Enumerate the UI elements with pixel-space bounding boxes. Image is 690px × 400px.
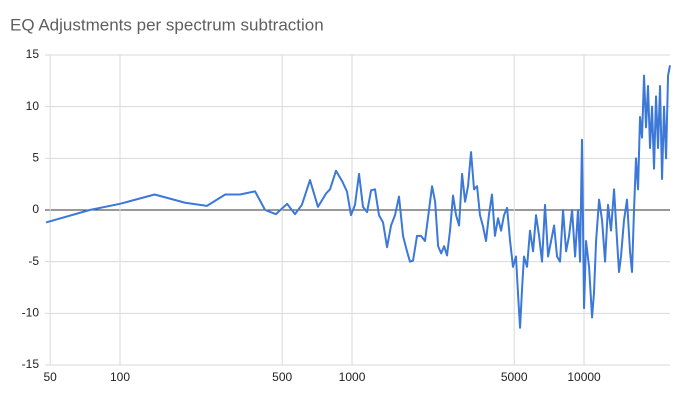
y-tick-label: -15 xyxy=(22,357,40,371)
y-tick-label: -5 xyxy=(28,254,39,268)
y-tick-label: 5 xyxy=(32,151,39,165)
x-tick-label: 500 xyxy=(272,370,292,384)
y-tick-label: 10 xyxy=(26,99,40,113)
chart-title: EQ Adjustments per spectrum subtraction xyxy=(10,15,324,34)
y-tick-label: -10 xyxy=(22,306,40,320)
x-tick-label: 10000 xyxy=(567,370,601,384)
x-tick-label: 1000 xyxy=(339,370,366,384)
data-line xyxy=(45,65,671,329)
x-tick-label: 100 xyxy=(110,370,130,384)
x-tick-label: 5000 xyxy=(501,370,528,384)
y-tick-label: 15 xyxy=(26,47,40,61)
y-tick-label: 0 xyxy=(32,202,39,216)
x-tick-label: 50 xyxy=(43,370,57,384)
